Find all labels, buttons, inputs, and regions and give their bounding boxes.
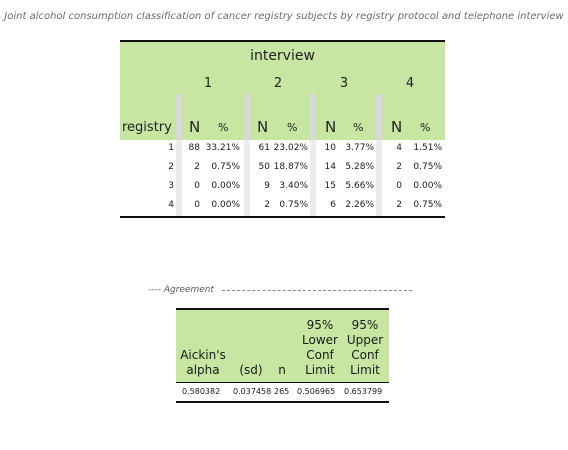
agreement-row: 0.580382 0.037458 265 0.506965 0.653799 — [176, 383, 389, 403]
column-separator — [176, 140, 182, 216]
column-separator — [176, 94, 182, 140]
column-header-4: 4 — [405, 76, 415, 91]
pct-header: % — [218, 121, 229, 134]
n-cell: 9 — [264, 181, 270, 191]
table-row: 2 2 0.75% 50 18.87% 14 5.28% 2 0.75% — [120, 159, 445, 178]
agreement-divider — [222, 290, 412, 291]
n-cell: 10 — [324, 143, 336, 153]
pct-cell: 3.77% — [345, 143, 374, 153]
n-cell: 14 — [324, 162, 336, 172]
registry-cell: 4 — [168, 200, 174, 210]
n-cell: 2 — [194, 162, 200, 172]
header-line: 95% — [351, 318, 379, 332]
n-header: N — [325, 118, 337, 136]
crosstab-table: interview 1 2 3 4 registry N % N % N % N… — [120, 40, 445, 218]
table-header: interview 1 2 3 4 registry N % N % N % N… — [120, 40, 445, 140]
n-cell: 2 — [264, 200, 270, 210]
pct-cell: 0.00% — [413, 181, 442, 191]
agreement-section-label: ---- Agreement — [148, 285, 215, 295]
pct-cell: 0.75% — [413, 200, 442, 210]
column-separator — [376, 94, 382, 140]
pct-cell: 5.66% — [345, 181, 374, 191]
pct-cell: 1.51% — [413, 143, 442, 153]
pct-cell: 18.87% — [273, 162, 308, 172]
column-separator — [244, 94, 250, 140]
table-body: 1 88 33.21% 61 23.02% 10 3.77% 4 1.51% 2… — [120, 140, 445, 218]
pct-cell: 0.75% — [211, 162, 240, 172]
column-separator — [310, 140, 316, 216]
n-header: n — [278, 363, 286, 377]
registry-cell: 1 — [168, 143, 174, 153]
pct-cell: 23.02% — [273, 143, 308, 153]
column-header-1: 1 — [203, 76, 213, 91]
header-line: Lower — [302, 333, 338, 347]
sd-value: 0.037458 — [233, 387, 272, 396]
n-cell: 0 — [194, 181, 200, 191]
n-cell: 6 — [330, 200, 336, 210]
n-header: N — [391, 118, 403, 136]
column-separator — [376, 140, 382, 216]
alpha-header-line: alpha — [186, 363, 220, 377]
n-cell: 0 — [194, 200, 200, 210]
pct-cell: 0.75% — [279, 200, 308, 210]
table-row: 3 0 0.00% 9 3.40% 15 5.66% 0 0.00% — [120, 178, 445, 197]
pct-cell: 5.28% — [345, 162, 374, 172]
registry-header: registry — [122, 120, 172, 135]
table-row: 1 88 33.21% 61 23.02% 10 3.77% 4 1.51% — [120, 140, 445, 159]
page-title: Joint alcohol consumption classification… — [4, 11, 564, 22]
header-line: Limit — [350, 363, 380, 377]
pct-header: % — [353, 121, 364, 134]
header-line: Limit — [305, 363, 335, 377]
upper-limit-header: 95% Upper Conf Limit — [343, 318, 387, 378]
pct-cell: 0.00% — [211, 181, 240, 191]
pct-header: % — [287, 121, 298, 134]
agreement-header: Aickin's alpha (sd) n 95% Lower Conf Lim… — [176, 308, 389, 383]
n-cell: 2 — [396, 200, 402, 210]
header-line: 95% — [306, 318, 334, 332]
interview-header: interview — [250, 48, 315, 64]
registry-cell: 2 — [168, 162, 174, 172]
registry-cell: 3 — [168, 181, 174, 191]
n-cell: 50 — [258, 162, 270, 172]
lower-limit-header: 95% Lower Conf Limit — [298, 318, 342, 378]
header-line: Conf — [306, 348, 334, 362]
alpha-header: Aickin's alpha — [178, 348, 228, 378]
column-separator — [310, 94, 316, 140]
n-cell: 2 — [396, 162, 402, 172]
header-line: Conf — [351, 348, 379, 362]
pct-cell: 0.00% — [211, 200, 240, 210]
n-cell: 88 — [188, 143, 200, 153]
column-separator — [244, 140, 250, 216]
pct-cell: 0.75% — [413, 162, 442, 172]
alpha-header-line: Aickin's — [180, 348, 226, 362]
pct-cell: 3.40% — [279, 181, 308, 191]
column-header-3: 3 — [339, 76, 349, 91]
n-cell: 4 — [396, 143, 402, 153]
n-cell: 61 — [258, 143, 270, 153]
n-header: N — [257, 118, 269, 136]
n-value: 265 — [274, 387, 290, 396]
pct-cell: 2.26% — [345, 200, 374, 210]
n-header: N — [189, 118, 201, 136]
upper-limit-value: 0.653799 — [344, 387, 383, 396]
agreement-table: Aickin's alpha (sd) n 95% Lower Conf Lim… — [176, 308, 389, 403]
pct-header: % — [420, 121, 431, 134]
pct-cell: 33.21% — [205, 143, 240, 153]
table-row: 4 0 0.00% 2 0.75% 6 2.26% 2 0.75% — [120, 197, 445, 216]
lower-limit-value: 0.506965 — [297, 387, 336, 396]
sd-header: (sd) — [239, 363, 263, 377]
header-line: Upper — [346, 333, 384, 347]
n-cell: 0 — [396, 181, 402, 191]
column-header-2: 2 — [273, 76, 283, 91]
n-cell: 15 — [324, 181, 336, 191]
alpha-value: 0.580382 — [182, 387, 221, 396]
